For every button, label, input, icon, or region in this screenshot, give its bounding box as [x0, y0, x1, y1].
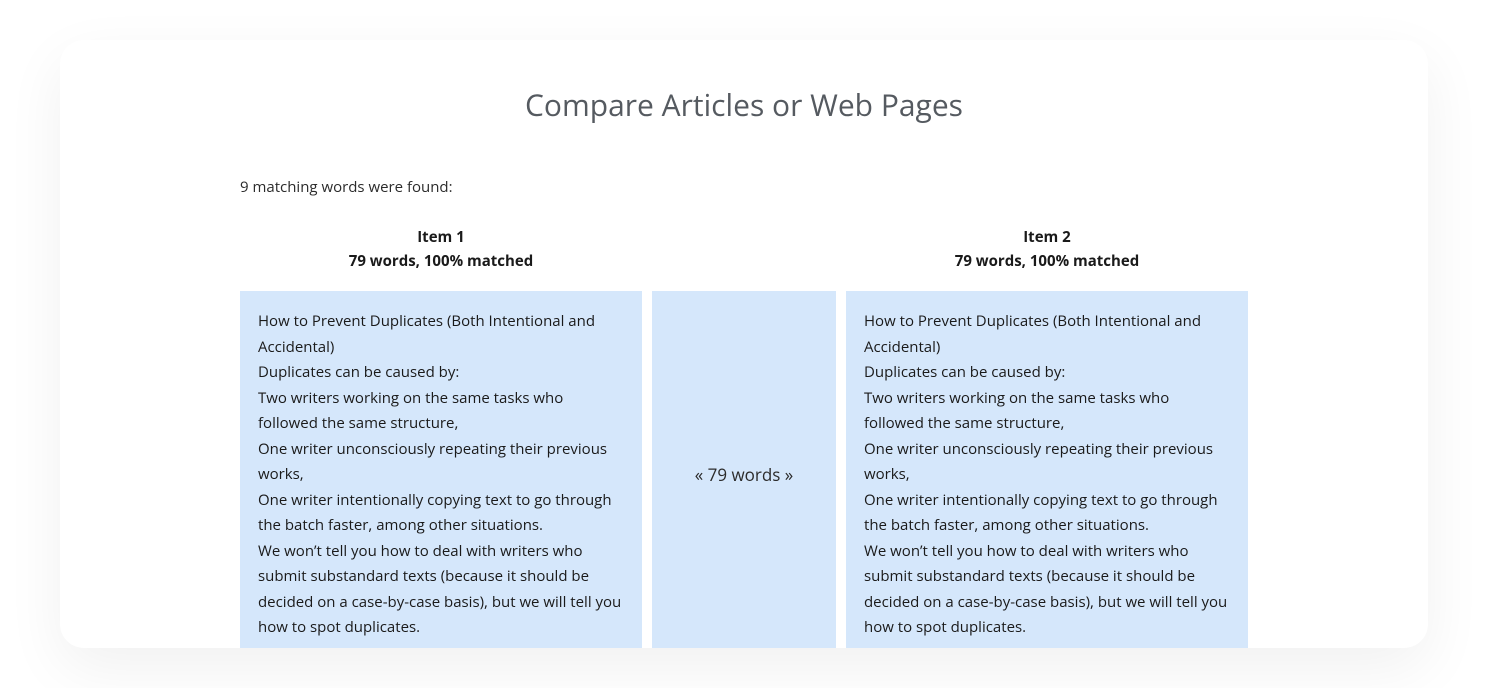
summary-line: 9 matching words were found: — [240, 177, 1248, 197]
content-wrap: 9 matching words were found: Item 1 79 w… — [240, 177, 1248, 648]
comparison-card: Compare Articles or Web Pages 9 matching… — [60, 40, 1428, 648]
middle-header-spacer — [652, 225, 836, 273]
item1-label: Item 1 — [240, 225, 642, 249]
compare-row: How to Prevent Duplicates (Both Intentio… — [240, 291, 1248, 648]
match-count-cell: « 79 words » — [652, 291, 836, 648]
match-count-label: « 79 words » — [695, 463, 793, 486]
item1-text: How to Prevent Duplicates (Both Intentio… — [258, 311, 621, 637]
page-title: Compare Articles or Web Pages — [120, 84, 1368, 125]
item2-text: How to Prevent Duplicates (Both Intentio… — [864, 311, 1227, 637]
item2-header: Item 2 79 words, 100% matched — [846, 225, 1248, 273]
headers-row: Item 1 79 words, 100% matched Item 2 79 … — [240, 225, 1248, 273]
item2-stats: 79 words, 100% matched — [846, 249, 1248, 273]
item2-text-cell: How to Prevent Duplicates (Both Intentio… — [846, 291, 1248, 648]
item1-stats: 79 words, 100% matched — [240, 249, 642, 273]
item2-label: Item 2 — [846, 225, 1248, 249]
item1-text-cell: How to Prevent Duplicates (Both Intentio… — [240, 291, 642, 648]
item1-header: Item 1 79 words, 100% matched — [240, 225, 642, 273]
